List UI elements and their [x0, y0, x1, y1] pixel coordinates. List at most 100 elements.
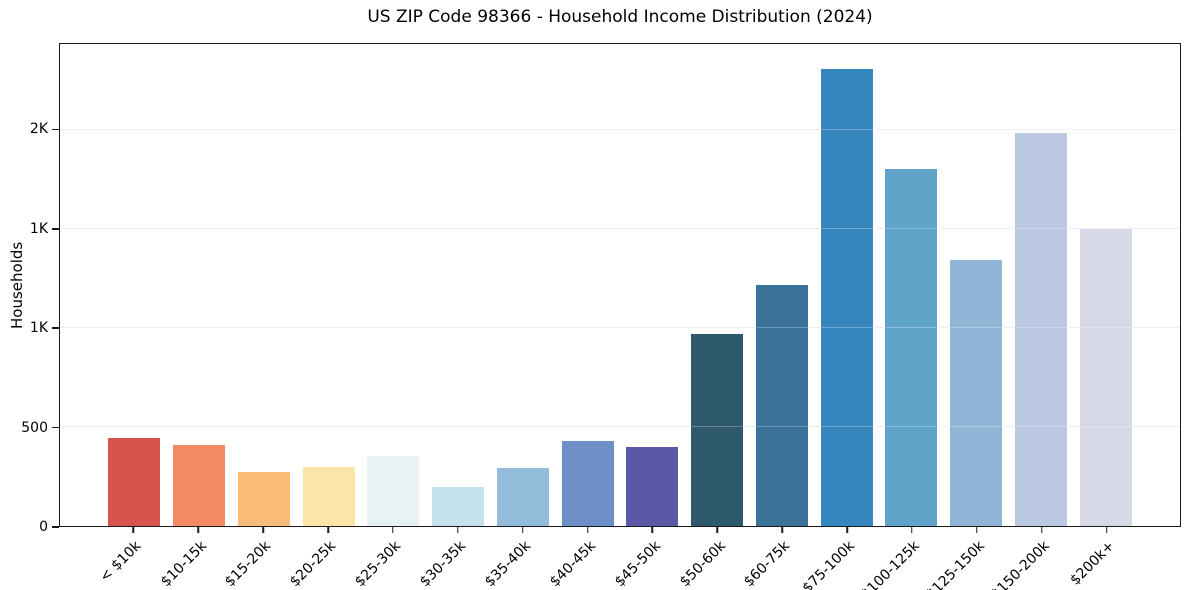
- x-tick-mark: [911, 527, 913, 533]
- bar-column: [1073, 44, 1138, 526]
- bar: [626, 446, 679, 526]
- x-tick-cell: $75-100k: [800, 527, 880, 590]
- x-tick-label: < $10k: [97, 538, 145, 586]
- bar-column: [426, 44, 491, 526]
- bar-column: [491, 44, 556, 526]
- bar: [561, 440, 614, 526]
- y-tick-label: 1K: [29, 320, 48, 337]
- bar: [755, 284, 808, 526]
- x-tick-mark: [392, 527, 394, 533]
- bar-column: [555, 44, 620, 526]
- bar: [885, 168, 938, 526]
- x-tick-mark: [976, 527, 978, 533]
- x-tick-mark: [262, 527, 264, 533]
- x-tick-cell: $125-150k: [923, 527, 1009, 590]
- bar: [173, 444, 226, 526]
- bar-column: [750, 44, 815, 526]
- x-tick-cell: $200k+: [1067, 527, 1139, 589]
- x-tick-mark: [651, 527, 654, 533]
- bar-column: [167, 44, 232, 526]
- bar-column: [879, 44, 944, 526]
- bar-column: [685, 44, 750, 526]
- x-tick-label: $60-75k: [741, 538, 794, 590]
- x-tick-cell: $100-125k: [859, 527, 945, 590]
- gridline: [60, 425, 1180, 428]
- gridline: [60, 128, 1180, 131]
- y-tick-mark: [52, 526, 59, 528]
- x-tick-mark: [197, 527, 200, 533]
- x-tick-label: $35-40k: [481, 538, 535, 590]
- y-tick-label: 2K: [29, 121, 48, 138]
- bar-column: [232, 44, 297, 526]
- x-tick-label: $15-20k: [222, 538, 275, 590]
- gridline: [60, 227, 1180, 230]
- bar-column: [296, 44, 361, 526]
- bar: [950, 259, 1003, 526]
- y-axis-label: Households: [8, 241, 26, 329]
- bar: [367, 455, 420, 526]
- x-tick-mark: [716, 527, 719, 533]
- x-tick-label: $40-45k: [546, 538, 599, 590]
- gridline: [60, 326, 1180, 329]
- y-tick-mark: [52, 128, 59, 131]
- x-tick-label: $200k+: [1067, 538, 1118, 589]
- x-tick-label: $25-30k: [352, 538, 405, 590]
- x-tick-cell: $30-35k: [417, 527, 490, 590]
- y-tick-mark: [52, 228, 59, 230]
- y-tick-mark: [52, 327, 59, 329]
- y-tick-label: 1K: [29, 220, 48, 237]
- x-tick-mark: [586, 527, 589, 533]
- x-tick-label: $10-15k: [157, 538, 210, 590]
- x-tick-cell: $25-30k: [352, 527, 426, 590]
- x-tick-mark: [781, 527, 783, 533]
- x-tick-cell: $45-50k: [612, 527, 685, 590]
- x-tick-cell: $20-25k: [287, 527, 361, 590]
- x-tick-label: $30-35k: [417, 538, 470, 590]
- bar-column: [361, 44, 426, 526]
- bar-column: [102, 44, 167, 526]
- x-tick-cell: $15-20k: [222, 527, 296, 590]
- bar: [496, 467, 549, 526]
- bar: [820, 68, 873, 526]
- gridline: [60, 326, 1180, 329]
- bar: [302, 466, 355, 526]
- x-tick-mark: [846, 527, 848, 533]
- y-tick-label: 500: [21, 419, 48, 436]
- gridline: [60, 227, 1180, 230]
- y-tick-mark: [52, 426, 59, 429]
- x-tick-label: $50-60k: [676, 538, 729, 590]
- x-tick-cell: < $10k: [97, 527, 166, 589]
- x-tick-mark: [327, 527, 329, 533]
- bar: [1014, 133, 1067, 526]
- bar: [691, 334, 744, 526]
- x-tick-cell: $50-60k: [677, 527, 750, 590]
- x-tick-mark: [1040, 527, 1043, 533]
- bar-column: [814, 44, 879, 526]
- y-tick-label: 0: [39, 519, 48, 535]
- gridline: [60, 128, 1180, 131]
- x-tick-cell: $40-45k: [547, 527, 620, 590]
- x-tick-mark: [1105, 527, 1108, 533]
- gridline: [60, 425, 1180, 428]
- bars-container: [60, 44, 1180, 526]
- bar-column: [1009, 44, 1074, 526]
- x-tick-mark: [521, 527, 524, 533]
- x-tick-label: $20-25k: [287, 538, 340, 590]
- x-tick-cell: $150-200k: [988, 527, 1074, 590]
- x-tick-cell: $60-75k: [741, 527, 815, 590]
- x-tick-label: $45-50k: [611, 538, 664, 590]
- x-tick-cell: $10-15k: [158, 527, 231, 590]
- bar-column: [620, 44, 685, 526]
- x-tick-mark: [457, 527, 459, 533]
- x-axis-ticks: < $10k $10-15k $15-20k $20-25k $25-30k $30-35…: [59, 527, 1181, 590]
- plot-area: [59, 43, 1181, 527]
- bar-column: [944, 44, 1009, 526]
- x-tick-mark: [132, 527, 135, 533]
- bar: [1079, 229, 1132, 526]
- chart-title: US ZIP Code 98366 - Household Income Dis…: [367, 7, 873, 27]
- x-tick-cell: $35-40k: [482, 527, 555, 590]
- bar: [237, 471, 290, 526]
- bar: [432, 487, 485, 526]
- bar: [108, 437, 161, 526]
